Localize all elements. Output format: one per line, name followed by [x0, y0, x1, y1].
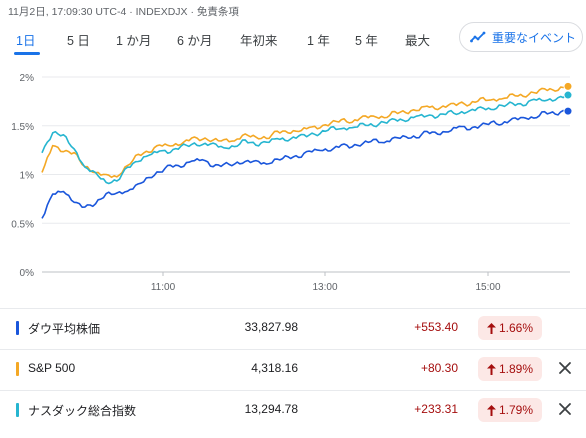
tab-1d[interactable]: 1日: [16, 34, 36, 48]
series-end-point: [563, 106, 573, 116]
tab-1m[interactable]: 1 か月: [116, 34, 152, 48]
trending-icon: [470, 31, 486, 43]
series-end-point: [563, 81, 573, 91]
index-value: 4,318.16: [251, 361, 298, 375]
y-tick-label: 0%: [20, 268, 35, 279]
index-pct: 1.79%: [498, 403, 534, 417]
index-pct-badge: 1.79%: [478, 398, 542, 422]
y-tick-label: 2%: [20, 73, 35, 84]
index-value: 13,294.78: [244, 402, 298, 416]
index-value: 33,827.98: [244, 320, 298, 334]
index-change: +553.40: [414, 320, 458, 334]
active-tab-indicator: [14, 52, 40, 55]
y-tick-label: 0.5%: [11, 219, 34, 230]
series-color-bar: [16, 321, 19, 335]
index-row-nasdaq[interactable]: ナスダック総合指数 13,294.78 +233.31 1.79%: [0, 390, 586, 428]
index-change: +80.30: [420, 361, 458, 375]
tab-ytd[interactable]: 年初来: [240, 34, 278, 48]
index-name: ダウ平均株価: [28, 322, 101, 336]
series-line: [41, 109, 567, 219]
close-icon[interactable]: [556, 400, 574, 418]
index-pct: 1.89%: [498, 362, 534, 376]
key-events-button[interactable]: 重要なイベント: [459, 22, 583, 52]
x-tick-label: 11:00: [151, 282, 176, 293]
series-line: [41, 85, 567, 179]
key-events-label: 重要なイベント: [492, 30, 577, 45]
tab-max[interactable]: 最大: [405, 34, 431, 48]
tab-6m[interactable]: 6 か月: [177, 34, 213, 48]
series-color-bar: [16, 362, 19, 376]
arrow-up-icon: [486, 322, 496, 334]
index-change: +233.31: [414, 402, 458, 416]
tab-5y[interactable]: 5 年: [355, 34, 378, 48]
index-name: S&P 500: [28, 361, 76, 375]
tab-1y[interactable]: 1 年: [307, 34, 330, 48]
index-chart: 0% 0.5% 1% 1.5% 2% 11:00 13:00 15:00: [11, 73, 573, 293]
index-pct: 1.66%: [498, 321, 534, 335]
close-icon[interactable]: [556, 359, 574, 377]
series-end-point: [563, 90, 573, 100]
arrow-up-icon: [486, 363, 496, 375]
x-tick-label: 13:00: [312, 282, 337, 293]
index-row-dow[interactable]: ダウ平均株価 33,827.98 +553.40 1.66%: [0, 308, 586, 346]
series-line: [41, 94, 567, 185]
index-name: ナスダック総合指数: [28, 404, 137, 418]
index-pct-badge: 1.66%: [478, 316, 542, 340]
timestamp-meta: 11月2日, 17:09:30 UTC-4 · INDEXDJX · 免責条項: [8, 6, 239, 18]
range-tabs: 1日 5 日 1 か月 6 か月 年初来 1 年 5 年 最大: [0, 22, 586, 58]
y-tick-label: 1%: [20, 171, 35, 182]
x-tick-label: 15:00: [475, 282, 500, 293]
y-tick-label: 1.5%: [11, 122, 34, 133]
arrow-up-icon: [486, 404, 496, 416]
tab-5d[interactable]: 5 日: [67, 34, 90, 48]
index-pct-badge: 1.89%: [478, 357, 542, 381]
index-row-sp500[interactable]: S&P 500 4,318.16 +80.30 1.89%: [0, 349, 586, 387]
series-color-bar: [16, 403, 19, 417]
